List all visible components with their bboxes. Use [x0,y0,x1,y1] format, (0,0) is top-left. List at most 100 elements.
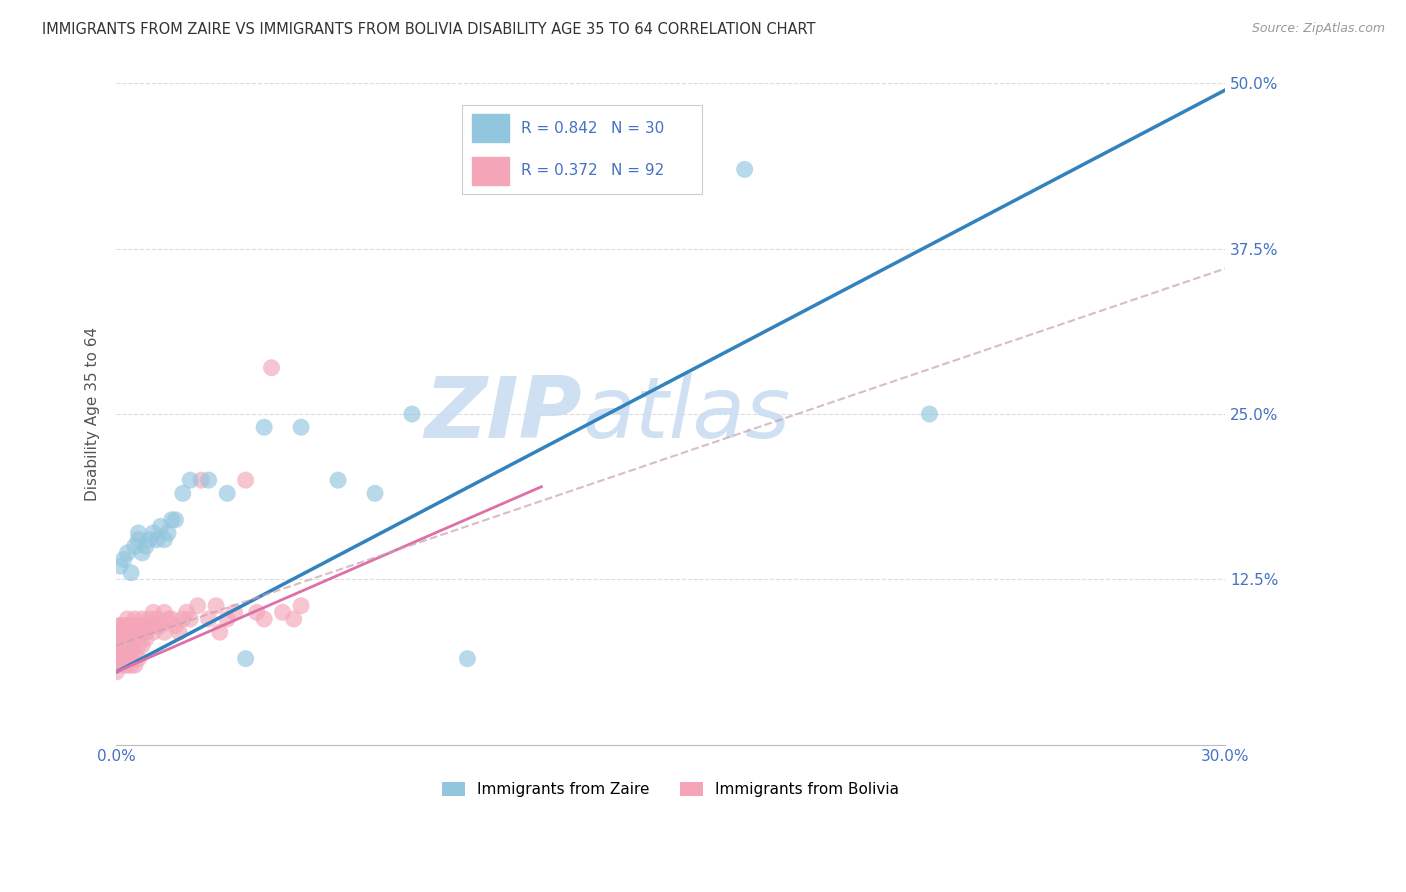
Point [105,645,128,659]
Point [187,599,209,613]
Point [105,651,128,665]
Point [153,606,176,620]
Text: ZIP: ZIP [425,373,582,456]
Point [217,486,239,500]
Point [246,606,269,620]
Point [149,618,172,632]
Point [146,618,169,632]
Point [112,639,135,653]
Point [160,612,183,626]
Point [179,473,201,487]
Point [105,665,128,679]
Point [112,639,135,653]
Point [112,632,135,646]
Point [190,473,212,487]
Point [105,658,128,673]
Point [124,625,146,640]
Point [153,533,176,547]
Point [142,526,165,541]
Point [146,612,169,626]
Point [142,606,165,620]
Text: Source: ZipAtlas.com: Source: ZipAtlas.com [1251,22,1385,36]
Legend: Immigrants from Zaire, Immigrants from Bolivia: Immigrants from Zaire, Immigrants from B… [436,776,905,803]
Point [290,599,312,613]
Point [131,639,153,653]
Point [135,539,157,553]
Point [117,658,139,673]
Point [120,566,142,580]
Point [179,612,201,626]
Point [172,612,194,626]
Point [172,486,194,500]
Point [131,618,153,632]
Point [108,651,131,665]
Point [165,618,187,632]
Point [105,625,128,640]
Point [283,612,305,626]
Point [112,618,135,632]
Point [117,618,139,632]
Point [117,639,139,653]
Text: IMMIGRANTS FROM ZAIRE VS IMMIGRANTS FROM BOLIVIA DISABILITY AGE 35 TO 64 CORRELA: IMMIGRANTS FROM ZAIRE VS IMMIGRANTS FROM… [42,22,815,37]
Point [127,639,149,653]
Point [120,625,142,640]
Point [260,360,283,375]
Point [364,486,387,500]
Point [117,645,139,659]
Point [131,625,153,640]
Point [456,651,478,665]
Point [165,513,187,527]
Point [138,618,160,632]
Point [127,651,149,665]
Point [271,606,294,620]
Point [138,612,160,626]
Point [127,526,149,541]
Point [205,599,228,613]
Point [131,546,153,560]
Point [108,639,131,653]
Point [224,606,246,620]
Point [135,625,157,640]
Point [105,645,128,659]
Y-axis label: Disability Age 35 to 64: Disability Age 35 to 64 [86,327,100,501]
Point [105,639,128,653]
Point [120,645,142,659]
Point [112,645,135,659]
Point [105,632,128,646]
Point [146,533,169,547]
Point [124,645,146,659]
Point [120,618,142,632]
Point [160,513,183,527]
Point [290,420,312,434]
Point [108,625,131,640]
Point [105,651,128,665]
Point [124,618,146,632]
Point [401,407,423,421]
Point [217,612,239,626]
Point [108,639,131,653]
Point [197,473,219,487]
Point [117,546,139,560]
Point [112,658,135,673]
Point [108,632,131,646]
Point [108,559,131,574]
Point [326,473,349,487]
Point [112,625,135,640]
Point [124,658,146,673]
Point [108,625,131,640]
Point [167,625,190,640]
Point [734,162,756,177]
Point [135,632,157,646]
Point [127,618,149,632]
Point [253,612,276,626]
Point [138,533,160,547]
Point [253,420,276,434]
Point [124,612,146,626]
Point [197,612,219,626]
Point [176,606,198,620]
Point [120,632,142,646]
Point [142,625,165,640]
Point [112,552,135,566]
Point [120,639,142,653]
Point [105,639,128,653]
